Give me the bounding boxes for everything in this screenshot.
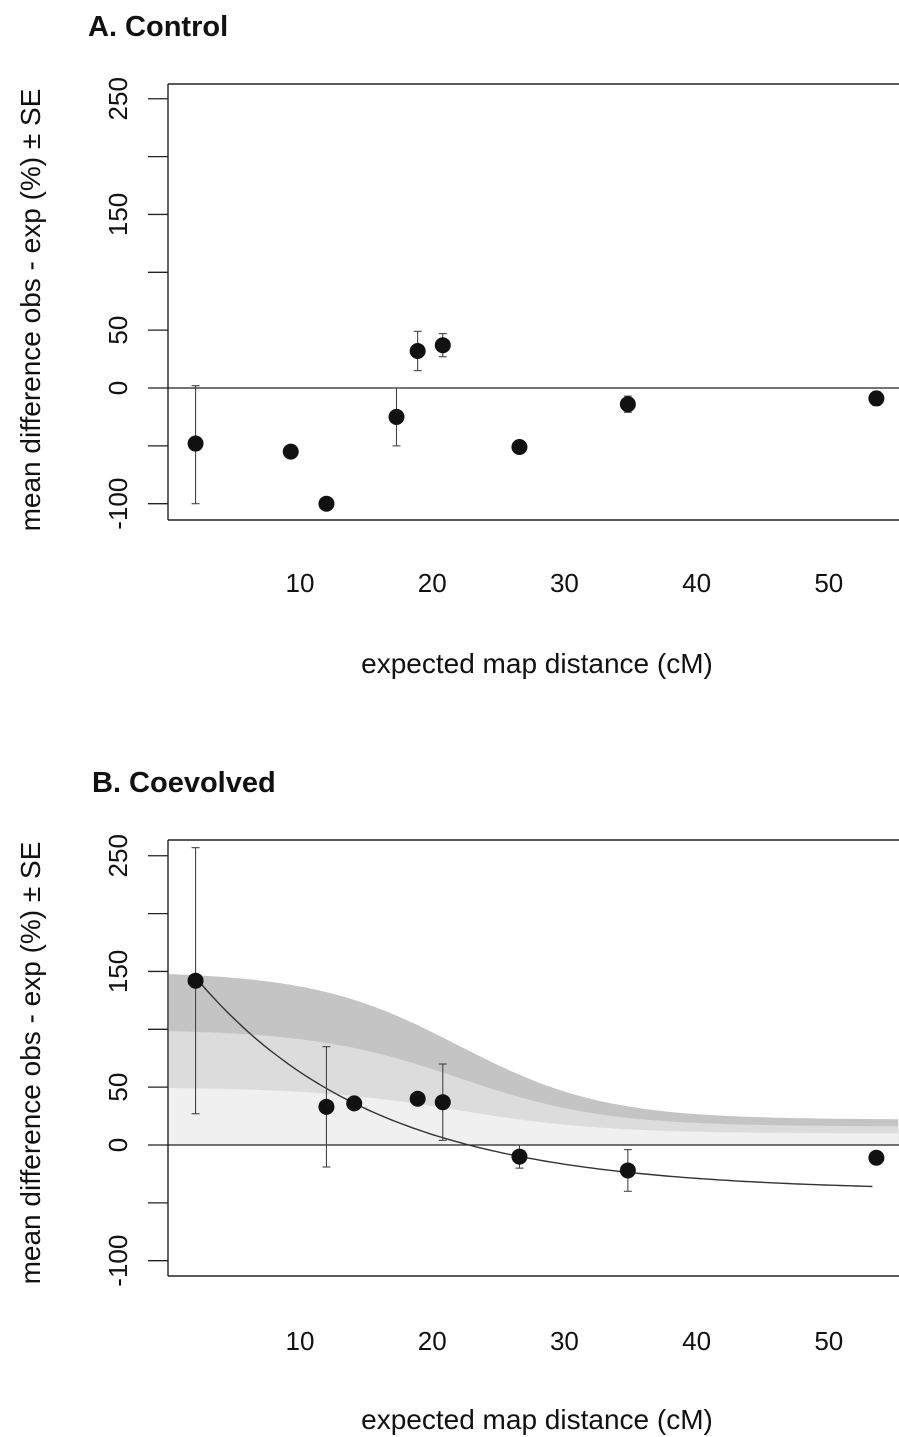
data-point [282, 443, 299, 460]
x-tick-label: 50 [814, 1326, 843, 1356]
plot-area: -100 0 50 150 250 10 20 30 40 50 [103, 834, 899, 1356]
chart-panel-control: A. Control -100 0 50 150 250 10 20 30 40 50 expec… [0, 0, 899, 718]
data-point [187, 435, 204, 452]
y-tick-label: 0 [103, 1138, 133, 1152]
x-axis-label: expected map distance (cM) [361, 1404, 713, 1435]
x-tick-label: 40 [682, 568, 711, 598]
x-tick-label: 40 [682, 1326, 711, 1356]
y-tick-label: -100 [103, 478, 133, 530]
data-point [511, 439, 528, 456]
y-axis-label: mean difference obs - exp (%) ± SE [15, 842, 46, 1285]
data-point [346, 1095, 363, 1112]
data-point [434, 337, 451, 354]
plot-area: -100 0 50 150 250 10 20 30 40 50 [103, 77, 899, 598]
data-point [619, 396, 636, 413]
x-tick-label: 10 [286, 568, 315, 598]
y-axis-label: mean difference obs - exp (%) ± SE [15, 89, 46, 532]
data-point [318, 495, 335, 512]
control-chart-svg: A. Control -100 0 50 150 250 10 20 30 40 50 expec… [15, 11, 899, 679]
x-tick-label: 10 [286, 1326, 315, 1356]
data-point [434, 1094, 451, 1111]
data-point [318, 1098, 335, 1115]
y-tick-label: 250 [103, 834, 133, 877]
x-tick-label: 20 [418, 568, 447, 598]
y-tick-label: 50 [103, 1073, 133, 1102]
y-tick-label: 250 [103, 77, 133, 120]
data-point [388, 408, 405, 425]
chart-panel-coevolved: B. Coevolved -100 0 50 150 250 10 20 30 40 50 exp… [0, 718, 899, 1437]
y-tick-label: 50 [103, 316, 133, 345]
coevolved-chart-svg: B. Coevolved -100 0 50 150 250 10 20 30 40 50 exp… [15, 767, 899, 1435]
data-point [619, 1162, 636, 1179]
y-tick-label: 150 [103, 950, 133, 993]
data-point [868, 1149, 885, 1166]
x-axis-label: expected map distance (cM) [361, 648, 713, 679]
data-point [868, 390, 885, 407]
data-point [409, 1090, 426, 1107]
y-tick-label: 0 [103, 381, 133, 395]
y-tick-label: 150 [103, 193, 133, 236]
data-point [409, 342, 426, 359]
fitted-curve [195, 976, 873, 1188]
x-tick-label: 30 [550, 568, 579, 598]
data-point [187, 972, 204, 989]
y-tick-label: -100 [103, 1235, 133, 1287]
x-tick-label: 20 [418, 1326, 447, 1356]
x-tick-label: 50 [814, 568, 843, 598]
data-point [511, 1148, 528, 1165]
chart-title: B. Coevolved [92, 767, 276, 799]
x-tick-label: 30 [550, 1326, 579, 1356]
chart-title: A. Control [88, 11, 228, 43]
